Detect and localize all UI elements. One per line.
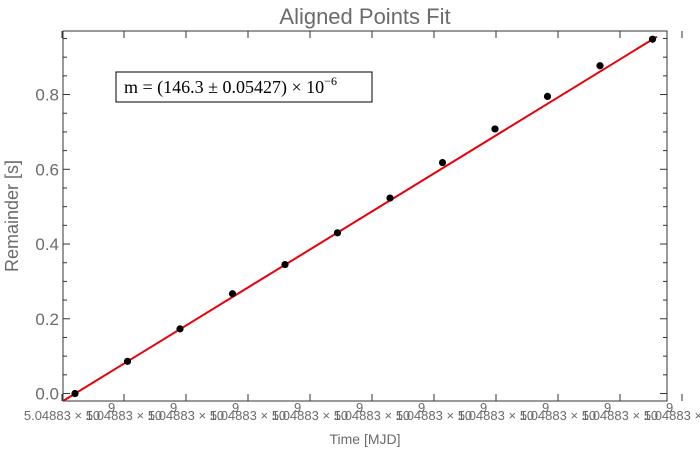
data-point xyxy=(176,325,184,333)
x-tick-exponent: 9 xyxy=(666,400,673,415)
x-tick-exponent: 9 xyxy=(480,400,487,415)
x-axis-label: Time [MJD] xyxy=(329,431,400,447)
plot-frame xyxy=(62,30,668,402)
x-tick-label: 5.04883 × 10 xyxy=(396,408,472,423)
data-point xyxy=(228,290,237,298)
x-tick-label: 5.04883 × 10 xyxy=(582,408,658,423)
x-tick-label: 5.04883 × 10 xyxy=(334,408,410,423)
x-tick-label: 5.04883 × 10 xyxy=(644,408,700,423)
x-tick-exponent: 9 xyxy=(604,400,611,415)
x-tick-exponent: 9 xyxy=(108,400,115,415)
data-point xyxy=(543,92,552,101)
y-axis-label: Remainder [s] xyxy=(2,160,22,272)
x-tick-label: 5.04883 × 10 xyxy=(458,408,534,423)
data-points xyxy=(71,35,657,398)
x-tick-exponent: 9 xyxy=(542,400,549,415)
x-tick-exponent: 9 xyxy=(232,400,239,415)
data-point xyxy=(438,158,447,167)
data-point xyxy=(71,389,79,398)
y-tick-label: 0.0 xyxy=(35,385,59,404)
chart-title: Aligned Points Fit xyxy=(279,4,450,29)
x-tick-exponent: 9 xyxy=(418,400,425,415)
data-point xyxy=(491,125,499,133)
data-point xyxy=(123,357,132,365)
x-tick-label: 5.04883 × 10 xyxy=(272,408,348,423)
x-tick-label: 5.04883 × 10 xyxy=(24,408,100,423)
data-point xyxy=(596,62,604,70)
slope-annotation: m = (146.3 ± 0.05427) × 10−6 xyxy=(115,71,373,103)
data-point xyxy=(648,35,657,43)
y-tick-label: 0.2 xyxy=(35,310,59,329)
x-tick-label: 5.04883 × 10 xyxy=(520,408,596,423)
x-tick-label: 5.04883 × 10 xyxy=(210,408,286,423)
x-tick-label: 5.04883 × 10 xyxy=(86,408,162,423)
y-tick-label: 0.8 xyxy=(35,86,59,105)
annotation-box xyxy=(115,71,373,103)
annotation-text: m = (146.3 ± 0.05427) × 10−6 xyxy=(124,74,337,98)
y-axis: 0.0 0.2 0.4 0.6 0.8 xyxy=(35,37,667,404)
x-tick-exponent: 9 xyxy=(356,400,363,415)
data-point xyxy=(333,229,342,237)
x-tick-exponent: 9 xyxy=(294,400,301,415)
y-tick-label: 0.4 xyxy=(35,235,59,254)
data-point xyxy=(281,260,289,269)
data-point xyxy=(386,194,394,202)
y-tick-label: 0.6 xyxy=(35,160,59,179)
x-tick-exponent: 9 xyxy=(170,400,177,415)
fit-line xyxy=(62,35,658,402)
annotation-exponent: −6 xyxy=(324,74,337,88)
x-tick-label: 5.04883 × 10 xyxy=(148,408,224,423)
annotation-prefix: m = (146.3 ± 0.05427) × 10 xyxy=(124,77,324,98)
